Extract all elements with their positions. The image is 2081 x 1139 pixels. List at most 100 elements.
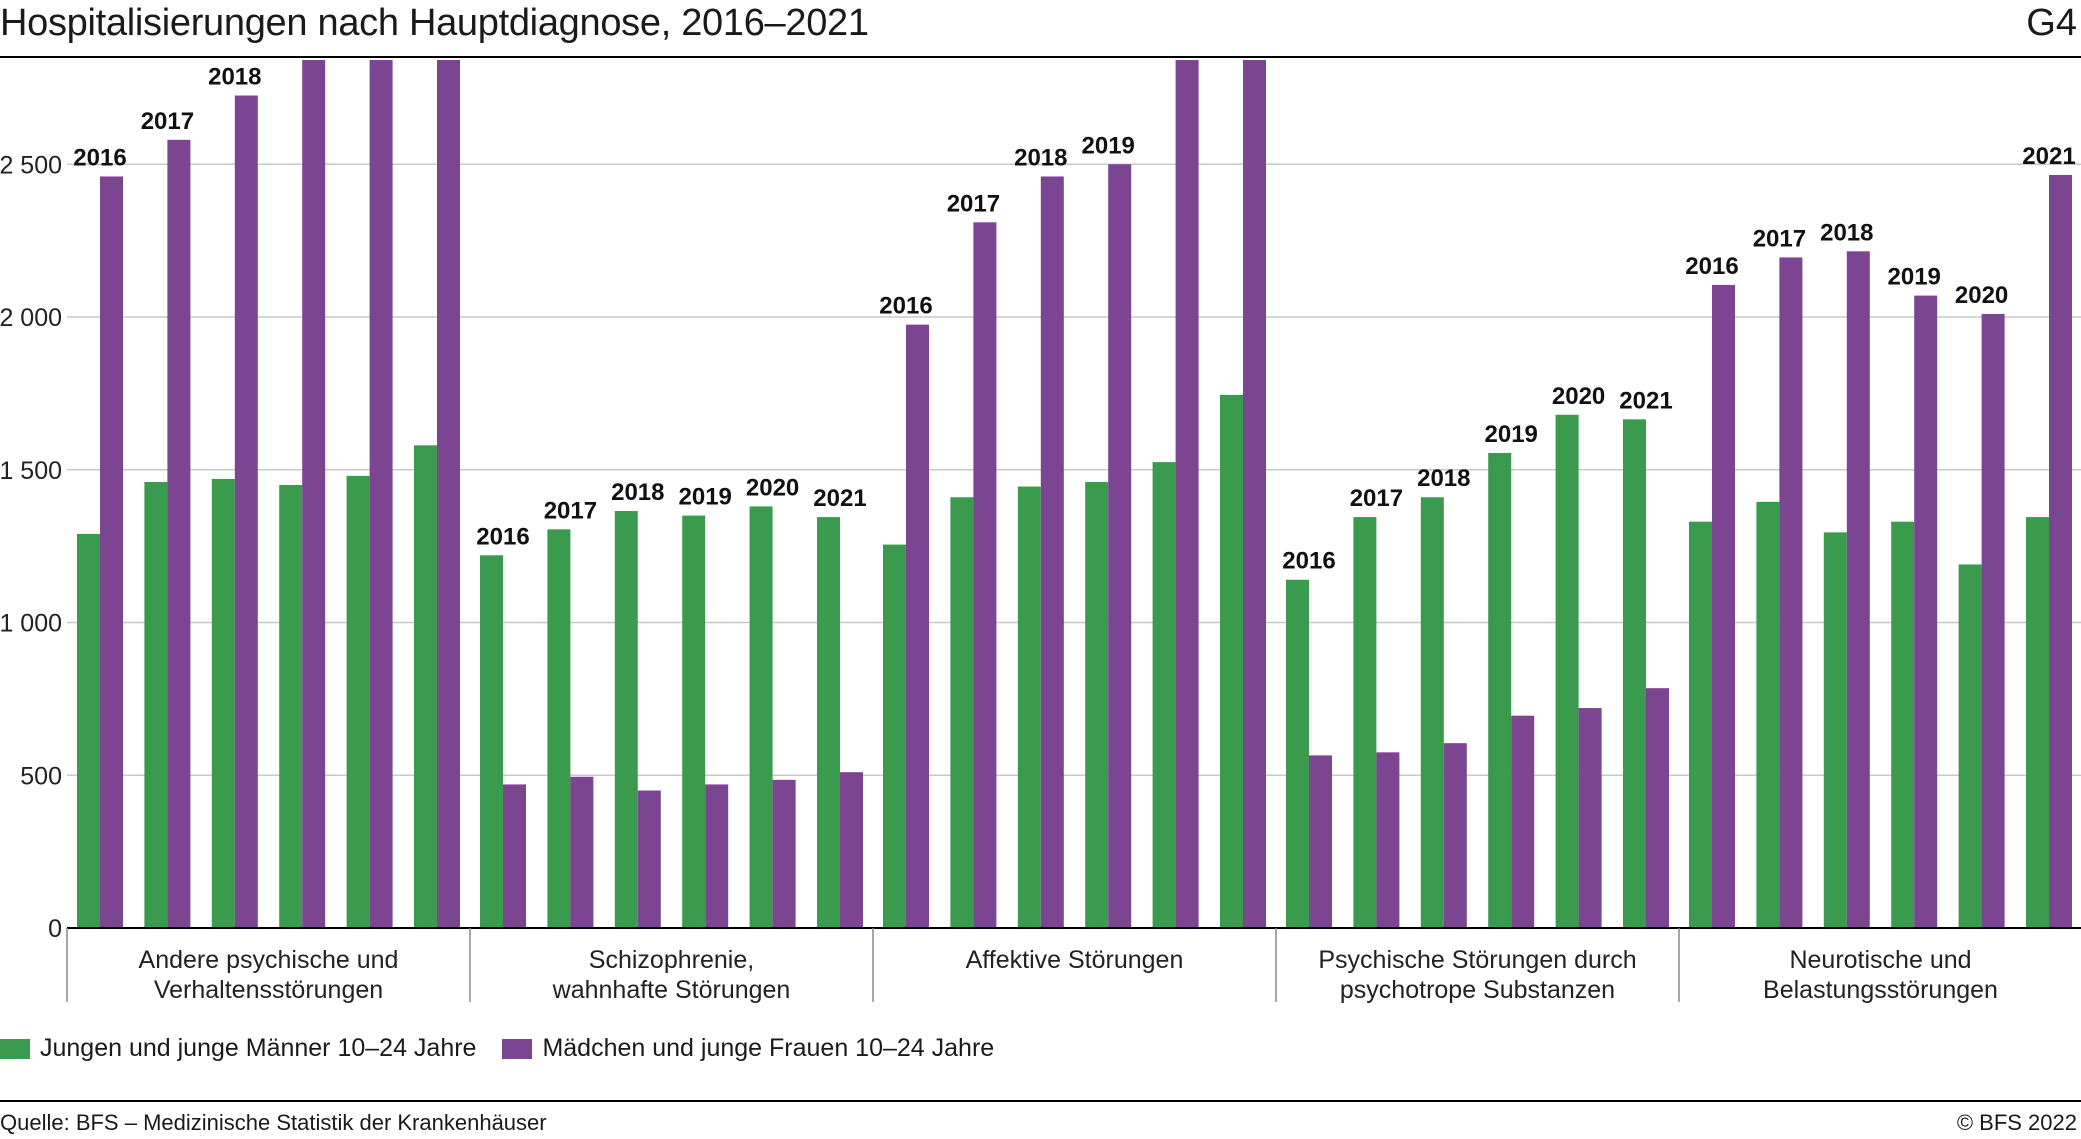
bar-women (167, 139, 191, 928)
legend-label-women: Mädchen und junge Frauen 10–24 Jahre (542, 1034, 995, 1062)
year-label: 2018 (1014, 144, 1067, 171)
bar-women (503, 784, 526, 928)
y-tick-label: 500 (20, 762, 62, 790)
year-label: 2017 (1350, 485, 1403, 512)
bar-women (1779, 257, 1803, 928)
bar-men (2026, 517, 2049, 928)
bar-women (1846, 251, 1870, 928)
year-label: 2019 (1082, 132, 1135, 159)
year-label: 2018 (208, 64, 261, 91)
year-label: 2016 (476, 523, 529, 550)
bar-men (279, 485, 303, 928)
bar-women (1376, 752, 1400, 928)
category-label: Andere psychische und (139, 946, 399, 974)
year-label: 2017 (544, 497, 597, 524)
bar-women (1443, 743, 1467, 928)
legend-item-women: Mädchen und junge Frauen 10–24 Jahre (502, 1034, 994, 1063)
bar-men (1958, 564, 1982, 928)
bar-men (1756, 501, 1780, 928)
bar-women (1108, 164, 1132, 928)
bar-women (234, 95, 258, 928)
year-label: 2020 (1552, 383, 1605, 410)
bar-men (480, 555, 503, 928)
category-label: Schizophrenie, (589, 946, 754, 974)
chart-code: G4 (2026, 2, 2077, 44)
year-label: 2019 (1888, 264, 1941, 291)
bar-men (77, 533, 100, 928)
bar-women (1511, 715, 1535, 928)
year-label: 2021 (1619, 387, 1672, 414)
bar-women (1578, 708, 1602, 928)
bar-women (570, 776, 594, 928)
bar-women (1243, 60, 1266, 928)
bar-men (1623, 419, 1646, 928)
y-tick-label: 1 500 (0, 457, 62, 485)
legend-swatch-purple (502, 1038, 533, 1059)
bar-men (1555, 414, 1579, 928)
legend-item-men: Jungen und junge Männer 10–24 Jahre (0, 1034, 476, 1063)
bar-men (1220, 394, 1243, 929)
bar-men (883, 544, 906, 928)
y-tick-label: 2 000 (0, 304, 62, 332)
bar-women (705, 784, 729, 928)
bar-women (637, 790, 661, 928)
legend-label-men: Jungen und junge Männer 10–24 Jahre (40, 1034, 477, 1062)
bar-men (1152, 462, 1176, 928)
bar-men (1689, 521, 1712, 928)
bar-men (144, 481, 168, 928)
bar-men (1420, 497, 1444, 928)
bar-women (1914, 295, 1938, 928)
bottom-rule (0, 1100, 2081, 1102)
category-label: Neurotische und (1789, 946, 1971, 974)
y-tick-label: 0 (48, 915, 62, 943)
year-label: 2016 (1685, 253, 1738, 280)
legend: Jungen und junge Männer 10–24 Jahre Mädc… (0, 1034, 1020, 1063)
year-label: 2018 (1820, 219, 1873, 246)
bar-women (1981, 313, 2005, 928)
year-label: 2018 (611, 479, 664, 506)
bar-men (211, 478, 235, 928)
bar-women (1712, 284, 1735, 928)
bar-women (772, 779, 796, 928)
year-label: 2019 (1485, 421, 1538, 448)
bar-women (100, 176, 123, 929)
category-label: wahnhafte Störungen (552, 976, 791, 1004)
bar-women (1646, 688, 1669, 928)
year-label: 2017 (947, 190, 1000, 217)
year-label: 2017 (141, 108, 194, 135)
bar-women (1040, 176, 1064, 929)
bar-women (906, 324, 929, 928)
bar-men (1286, 579, 1309, 928)
category-label: Affektive Störungen (966, 946, 1184, 974)
bar-men (682, 515, 706, 928)
year-label: 2020 (1955, 282, 2008, 309)
bar-women (973, 222, 997, 929)
top-rule (0, 56, 2081, 58)
bar-women (369, 60, 393, 928)
bar-men (950, 497, 974, 928)
legend-swatch-green (0, 1038, 30, 1059)
bar-men (414, 445, 437, 928)
year-label: 2016 (73, 144, 126, 171)
bar-men (1823, 532, 1847, 928)
bar-men (614, 510, 638, 928)
bar-men (1488, 452, 1512, 928)
bar-women (1175, 60, 1199, 929)
category-label: Verhaltensstörungen (154, 976, 383, 1004)
bar-men (547, 529, 571, 928)
year-label: 2016 (879, 293, 932, 320)
category-label: Psychische Störungen durch (1318, 946, 1636, 974)
year-label: 2016 (1282, 548, 1335, 575)
y-tick-label: 1 000 (0, 610, 62, 638)
bar-men (1017, 486, 1041, 928)
copyright-note: © BFS 2022 (1956, 1110, 2077, 1135)
y-tick-label: 2 500 (0, 151, 62, 179)
bar-men (346, 475, 370, 928)
bar-women (437, 60, 460, 929)
bar-women (2049, 174, 2072, 928)
category-label: psychotrope Substanzen (1340, 976, 1615, 1004)
bar-women (840, 772, 863, 928)
bar-men (1891, 521, 1915, 928)
source-note: Quelle: BFS – Medizinische Statistik der… (0, 1110, 547, 1135)
